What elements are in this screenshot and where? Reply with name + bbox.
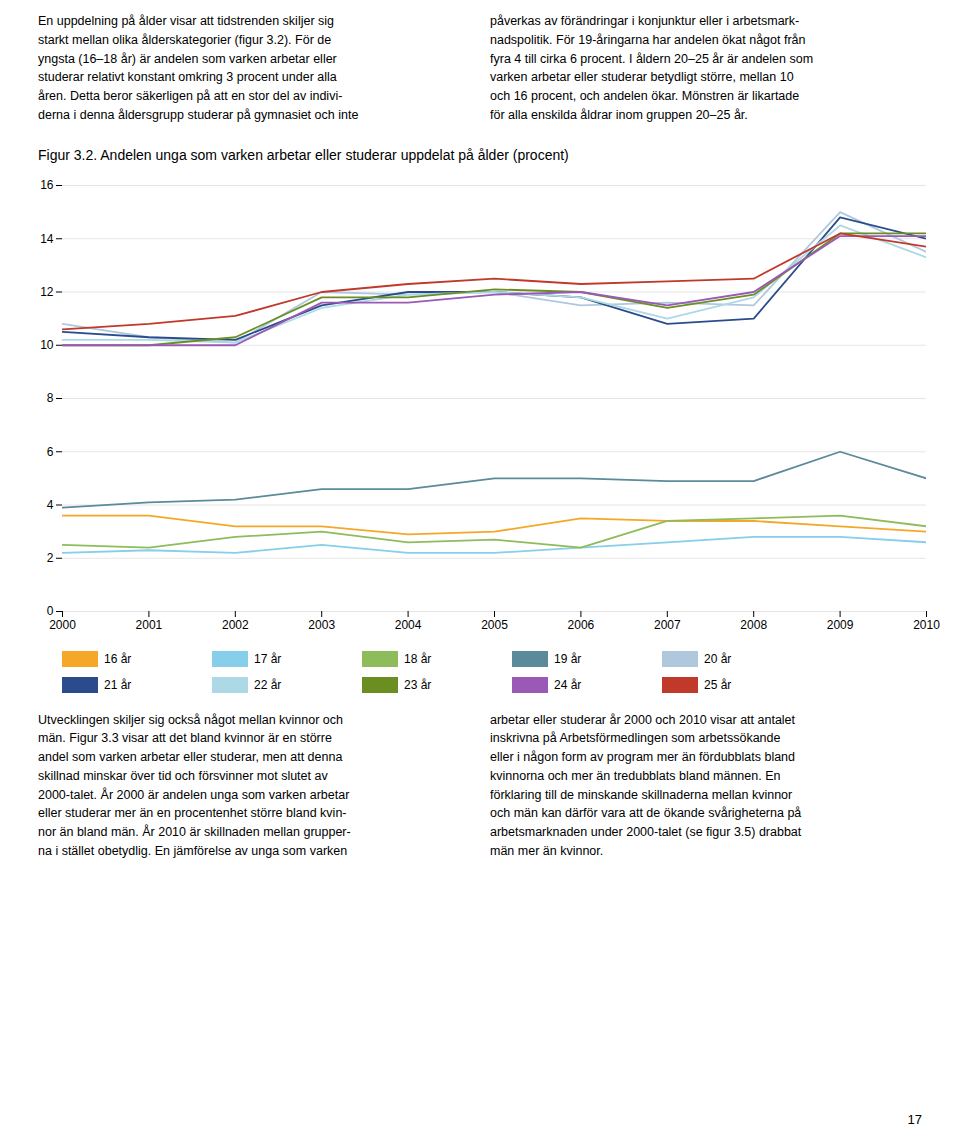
html-text:21 år: 21 år [104,677,132,692]
html-text:Utvecklingen skiljer sig också: Utvecklingen skiljer sig också något mel… [38,712,351,858]
svg-text:2010: 2010 [913,618,940,632]
html-text:24 år: 24 år [554,677,582,692]
html-text:17: 17 [907,1112,922,1127]
svg-text:2007: 2007 [654,618,681,632]
svg-text:2006: 2006 [568,618,595,632]
svg-text:2009: 2009 [827,618,854,632]
html-text:arbetar eller studerar år 2000: arbetar eller studerar år 2000 och 2010 … [490,712,802,858]
html-text:19 år: 19 år [554,651,582,666]
html-text:23 år: 23 år [404,677,432,692]
html-text:påverkas av förändringar i kon: påverkas av förändringar i konjunktur el… [490,14,814,122]
svg-text:12: 12 [40,284,54,298]
svg-text:2002: 2002 [222,618,249,632]
svg-text:2003: 2003 [308,618,335,632]
svg-text:8: 8 [47,391,54,405]
html-text:17 år: 17 år [254,651,282,666]
svg-text:2008: 2008 [740,618,767,632]
svg-text:0: 0 [47,604,54,618]
html-text:18 år: 18 år [404,651,432,666]
svg-text:2000: 2000 [49,618,76,632]
html-text:22 år: 22 år [254,677,282,692]
html-text:20 år: 20 år [704,651,732,666]
svg-text:4: 4 [47,497,54,511]
svg-text:10: 10 [40,338,54,352]
svg-text:2005: 2005 [481,618,508,632]
html-text:Figur 3.2. Andelen unga som va: Figur 3.2. Andelen unga som varken arbet… [38,146,569,163]
html-text:En uppdelning på ålder visar a: En uppdelning på ålder visar att tidstre… [38,14,359,122]
svg-text:2001: 2001 [136,618,163,632]
html-text:16 år: 16 år [104,651,132,666]
svg-text:2: 2 [47,551,54,565]
svg-text:14: 14 [40,231,54,245]
svg-text:6: 6 [47,444,54,458]
html-text:25 år: 25 år [704,677,732,692]
svg-text:16: 16 [40,178,54,192]
svg-text:2004: 2004 [395,618,422,632]
